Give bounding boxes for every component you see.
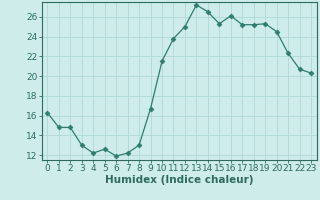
- X-axis label: Humidex (Indice chaleur): Humidex (Indice chaleur): [105, 175, 253, 185]
